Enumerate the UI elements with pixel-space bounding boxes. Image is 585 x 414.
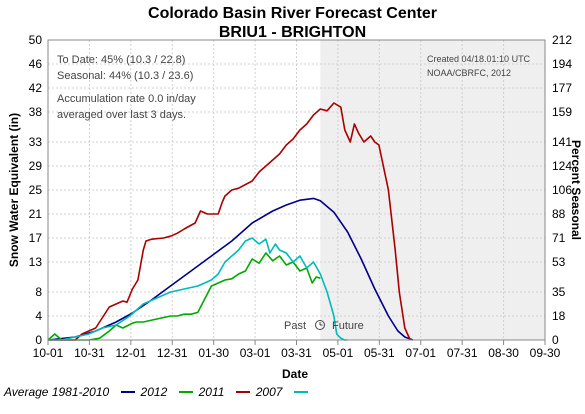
y2-tick-label: 124 <box>552 159 572 173</box>
y-tick-label: 42 <box>29 81 43 95</box>
source-annotation: NOAA/CBRFC, 2012 <box>427 68 511 78</box>
legend: Average 1981-2010 2012 2011 2007 <box>4 384 314 399</box>
accum-rate-annotation-2: averaged over last 3 days. <box>57 109 186 121</box>
y-tick-label: 46 <box>29 57 43 71</box>
y-tick-label: 4 <box>35 309 42 323</box>
y-tick-label: 13 <box>29 255 43 269</box>
x-tick-label: 07-01 <box>405 346 436 360</box>
x-tick-label: 07-31 <box>447 346 478 360</box>
x-tick-label: 10-01 <box>33 346 64 360</box>
y2-tick-label: 141 <box>552 135 572 149</box>
y2-tick-label: 159 <box>552 105 572 119</box>
seasonal-annotation: Seasonal: 44% (10.3 / 23.6) <box>57 70 193 82</box>
y-tick-label: 25 <box>29 183 43 197</box>
y2-tick-label: 88 <box>552 207 566 221</box>
clock-icon <box>315 320 325 330</box>
legend-2011-label: 2011 <box>198 384 225 399</box>
y2-tick-label: 194 <box>552 57 572 71</box>
to-date-annotation: To Date: 45% (10.3 / 22.8) <box>57 54 185 66</box>
created-annotation: Created 04/18.01:10 UTC <box>427 54 531 64</box>
x-tick-label: 10-31 <box>74 346 105 360</box>
y-tick-label: 0 <box>35 333 42 347</box>
legend-2007-label: 2007 <box>255 384 283 399</box>
x-tick-label: 05-01 <box>323 346 354 360</box>
x-tick-label: 05-31 <box>364 346 395 360</box>
legend-2007-swatch <box>235 390 250 393</box>
series-line-average-1981-2010 <box>47 197 414 341</box>
y2-axis-label: Percent Seasonal <box>569 140 583 240</box>
y2-tick-label: 177 <box>552 81 572 95</box>
chart-subtitle: BRIU1 - BRIGHTON <box>218 24 367 41</box>
y2-tick-label: 53 <box>552 255 566 269</box>
x-tick-label: 12-01 <box>115 346 146 360</box>
y2-tick-label: 106 <box>552 183 572 197</box>
y2-tick-label: 0 <box>552 333 559 347</box>
x-axis-label: Date <box>282 367 308 381</box>
x-tick-label: 08-30 <box>488 346 519 360</box>
accum-rate-annotation-1: Accumulation rate 0.0 in/day <box>57 93 196 105</box>
y2-tick-label: 35 <box>552 285 566 299</box>
series-line-2012 <box>47 252 321 341</box>
legend-2012-label: 2012 <box>140 384 168 399</box>
y-tick-label: 17 <box>29 231 43 245</box>
y2-tick-label: 71 <box>552 231 566 245</box>
legend-2012-swatch <box>120 390 135 393</box>
legend-average-label: Average 1981-2010 <box>4 384 110 399</box>
x-tick-label: 03-31 <box>281 346 312 360</box>
chart-title: Colorado Basin River Forecast Center <box>148 5 437 22</box>
x-tick-label: 01-30 <box>198 346 229 360</box>
x-tick-label: 03-01 <box>240 346 271 360</box>
y-tick-label: 29 <box>29 159 43 173</box>
legend-average-swatch <box>293 390 308 393</box>
series-line-2011 <box>48 102 411 341</box>
y-tick-label: 8 <box>35 285 42 299</box>
x-tick-label: 09-30 <box>530 346 561 360</box>
legend-2011-swatch <box>178 390 193 393</box>
y-axis-label: Snow Water Equivalent (in) <box>7 113 21 267</box>
past-label: Past <box>284 320 306 332</box>
y-tick-label: 38 <box>29 105 43 119</box>
y2-tick-label: 18 <box>552 309 566 323</box>
x-tick-label: 12-31 <box>157 346 188 360</box>
y-tick-label: 50 <box>29 33 43 47</box>
future-label: Future <box>332 320 364 332</box>
y-tick-label: 21 <box>29 207 43 221</box>
y2-tick-label: 212 <box>552 33 572 47</box>
series-line-2007 <box>48 237 348 341</box>
y-tick-label: 33 <box>29 135 43 149</box>
